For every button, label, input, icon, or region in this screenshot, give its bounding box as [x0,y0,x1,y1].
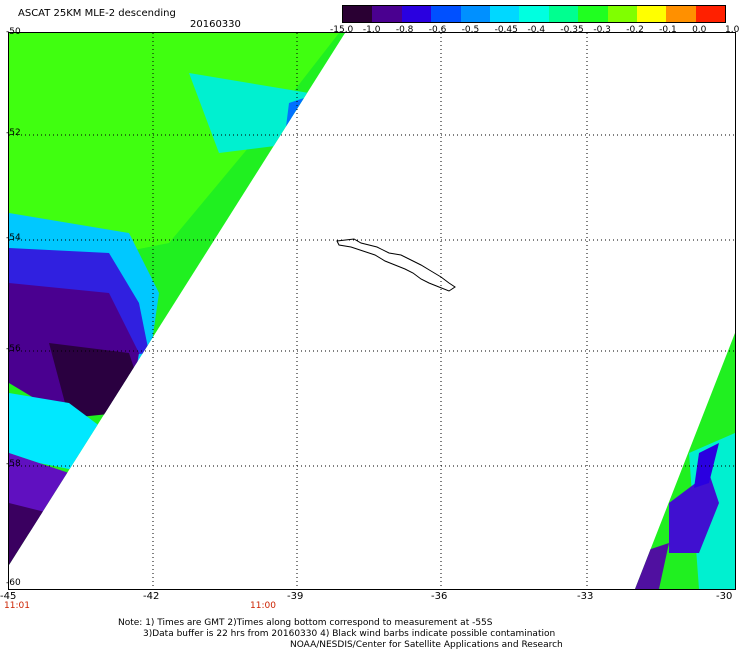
right-swath [629,333,735,589]
island-outline [337,239,455,291]
plot-date: 20160330 [190,19,241,30]
left-swath [9,33,345,565]
time-label-left: 11:01 [4,601,30,611]
lon-label-42: -42 [143,591,159,602]
lat-label-60: -60 [6,578,21,588]
lat-label-54: -54 [6,233,21,243]
color-swatch [402,6,431,22]
color-swatch [637,6,666,22]
color-swatch [696,6,725,22]
lon-label-39: -39 [287,591,303,602]
color-swatch [372,6,401,22]
color-swatch [461,6,490,22]
color-swatch [549,6,578,22]
lon-label-36: -36 [431,591,447,602]
lat-label-52: -52 [6,128,21,138]
note-line-2: 3)Data buffer is 22 hrs from 20160330 4)… [143,629,555,639]
lat-label-50: -50 [6,27,21,37]
color-scale-bar [342,5,726,23]
note-line-3: NOAA/NESDIS/Center for Satellite Applica… [290,640,563,650]
map-canvas [9,33,735,589]
note-line-1: Note: 1) Times are GMT 2)Times along bot… [118,618,493,628]
color-swatch [431,6,460,22]
lat-label-58: -58 [6,459,21,469]
map-plot [8,32,736,590]
color-swatch [343,6,372,22]
color-swatch [666,6,695,22]
lon-label-30: -30 [716,591,732,602]
color-swatch [578,6,607,22]
lon-label-33: -33 [577,591,593,602]
color-swatch [608,6,637,22]
lat-label-56: -56 [6,344,21,354]
time-label-mid: 11:00 [250,601,276,611]
plot-title: ASCAT 25KM MLE-2 descending [18,8,176,19]
color-swatch [490,6,519,22]
color-swatch [519,6,548,22]
